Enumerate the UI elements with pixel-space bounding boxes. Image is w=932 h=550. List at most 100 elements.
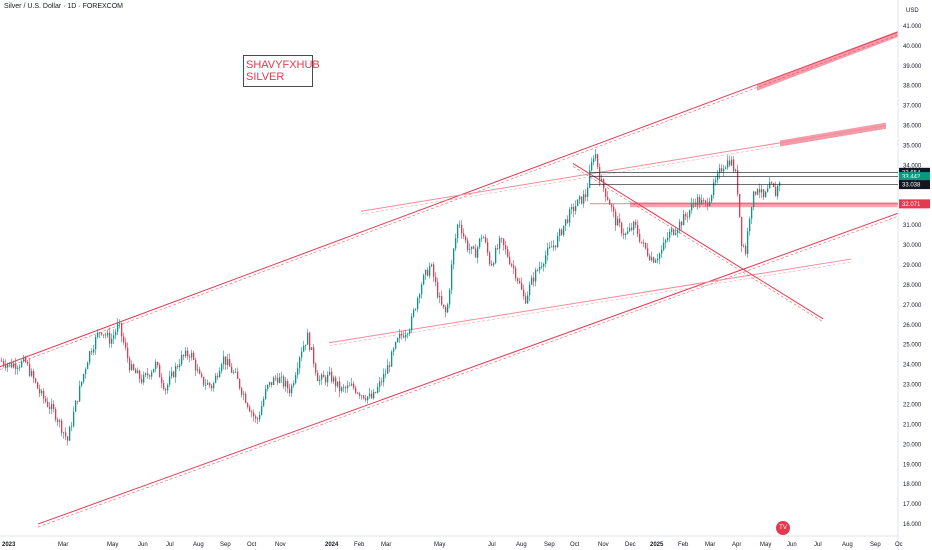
candle-body xyxy=(643,242,645,244)
candle-body xyxy=(405,334,407,338)
candle-body xyxy=(519,280,521,284)
candle-body xyxy=(129,358,131,370)
candle-body xyxy=(631,227,633,230)
candle-body xyxy=(307,332,309,345)
candle-body xyxy=(671,229,673,232)
candle-body xyxy=(689,210,691,217)
candle-body xyxy=(183,354,185,356)
candle-body xyxy=(271,382,273,385)
x-tick-label: Jul xyxy=(814,542,822,548)
candle-body xyxy=(95,336,97,350)
candle-body xyxy=(199,369,201,374)
candle-body xyxy=(659,253,661,259)
candle-body xyxy=(399,333,401,339)
candle-body xyxy=(431,264,433,267)
candle-layer xyxy=(1,148,781,446)
candle-body xyxy=(645,242,647,249)
candle-body xyxy=(545,255,547,265)
candle-body xyxy=(649,255,651,261)
candle-body xyxy=(253,412,255,417)
candle-body xyxy=(231,366,233,373)
candle-body xyxy=(461,224,463,234)
candle-body xyxy=(39,388,41,394)
candle-body xyxy=(707,202,709,207)
candle-body xyxy=(351,383,353,386)
candle-body xyxy=(45,398,47,402)
candle-body xyxy=(759,189,761,193)
candle-body xyxy=(409,330,411,334)
candle-body xyxy=(337,381,339,387)
candle-body xyxy=(315,363,317,373)
candle-body xyxy=(261,405,263,415)
y-tick-label: 41.000 xyxy=(903,24,922,30)
candle-body xyxy=(339,381,341,392)
candle-body xyxy=(61,420,63,433)
candle-body xyxy=(221,364,223,372)
x-tick-label: 2023 xyxy=(2,542,16,548)
candle-body xyxy=(171,371,173,377)
candle-body xyxy=(563,225,565,235)
candle-body xyxy=(127,347,129,359)
candle-body xyxy=(225,356,227,365)
x-tick-label: Mar xyxy=(705,542,715,548)
candle-body xyxy=(313,347,315,364)
candle-body xyxy=(747,231,749,254)
candle-body xyxy=(139,370,141,379)
candle-body xyxy=(295,375,297,384)
candle-body xyxy=(755,191,757,195)
candle-body xyxy=(201,373,203,377)
candle-body xyxy=(641,241,643,243)
candle-body xyxy=(93,349,95,353)
candle-body xyxy=(59,420,61,422)
candle-body xyxy=(583,194,585,204)
candle-body xyxy=(273,377,275,385)
trendline xyxy=(37,212,899,525)
candle-body xyxy=(571,206,573,210)
candle-body xyxy=(713,182,715,196)
candle-body xyxy=(665,240,667,243)
x-tick-label: Feb xyxy=(354,542,365,548)
candle-body xyxy=(669,231,671,238)
y-tick-label: 34.000 xyxy=(903,163,922,169)
candle-body xyxy=(779,182,781,186)
candle-body xyxy=(527,295,529,304)
candle-body xyxy=(97,332,99,337)
candle-body xyxy=(179,364,181,368)
candle-body xyxy=(445,307,447,313)
candle-body xyxy=(303,345,305,352)
candle-body xyxy=(335,377,337,387)
candle-body xyxy=(293,383,295,386)
candle-body xyxy=(653,257,655,263)
candle-body xyxy=(691,203,693,211)
tradingview-logo-icon[interactable]: TV xyxy=(776,521,790,535)
candle-body xyxy=(505,245,507,250)
candle-body xyxy=(525,296,527,304)
candle-body xyxy=(185,350,187,356)
candle-body xyxy=(321,374,323,380)
candle-body xyxy=(577,199,579,207)
candle-body xyxy=(513,265,515,269)
candle-body xyxy=(761,189,763,193)
x-tick-label: Dec xyxy=(625,542,636,548)
candle-body xyxy=(591,162,593,171)
candle-body xyxy=(651,257,653,261)
candle-body xyxy=(739,193,741,217)
y-tick-label: 19.000 xyxy=(903,462,922,468)
candle-body xyxy=(175,366,177,378)
candle-body xyxy=(35,378,37,383)
annotation-box[interactable]: SHAVYFXHUB SILVER xyxy=(243,55,320,87)
candle-body xyxy=(377,387,379,393)
candle-body xyxy=(41,390,43,394)
y-tick-label: 27.000 xyxy=(903,303,922,309)
candle-body xyxy=(567,219,569,223)
y-tick-label: 29.000 xyxy=(903,263,922,269)
candle-body xyxy=(353,383,355,388)
candle-body xyxy=(123,336,125,343)
candle-body xyxy=(459,224,461,226)
candle-body xyxy=(485,237,487,243)
candle-body xyxy=(757,189,759,195)
candle-body xyxy=(289,388,291,394)
candle-body xyxy=(639,234,641,242)
candle-body xyxy=(191,352,193,358)
